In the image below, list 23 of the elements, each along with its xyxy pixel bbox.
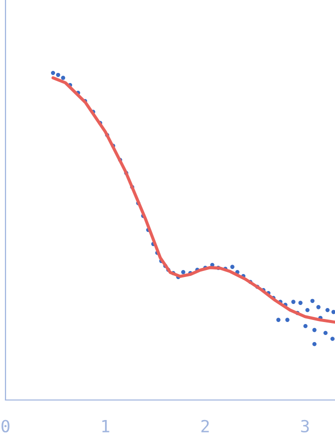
- point: [323, 330, 328, 336]
- point: [316, 305, 321, 310]
- point: [310, 298, 315, 303]
- point: [330, 336, 335, 341]
- x-tick-label: 2: [201, 420, 209, 432]
- point: [50, 70, 56, 76]
- point: [181, 270, 186, 274]
- x-tick-label: 0: [2, 420, 10, 432]
- point: [303, 324, 308, 328]
- point: [305, 308, 310, 312]
- x-tick-label: 1: [102, 420, 110, 432]
- point: [312, 328, 317, 332]
- point: [298, 300, 303, 305]
- point: [56, 72, 60, 77]
- point: [312, 342, 317, 346]
- x-tick-label: 3: [301, 420, 309, 432]
- point: [325, 308, 330, 312]
- point: [285, 318, 290, 322]
- point: [331, 310, 335, 314]
- point: [291, 300, 296, 304]
- point: [276, 318, 280, 322]
- point: [230, 264, 234, 269]
- point: [61, 76, 66, 80]
